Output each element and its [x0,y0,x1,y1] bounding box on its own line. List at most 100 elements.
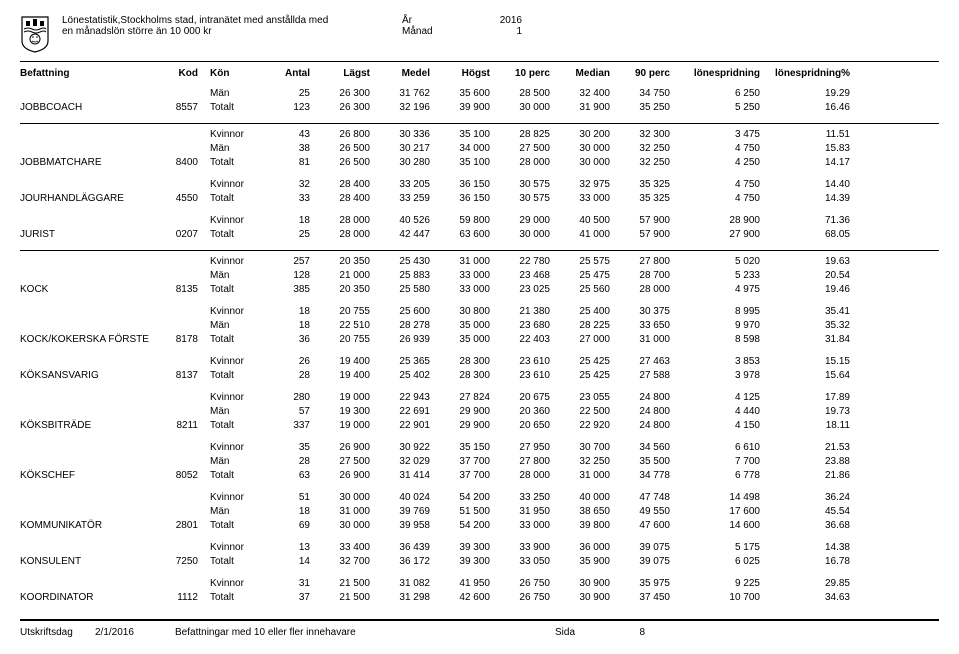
cell-befattning [20,128,165,142]
cell-10perc: 26 750 [490,577,550,591]
cell-lagst: 21 000 [310,269,370,283]
cell-hogst: 35 000 [430,333,490,347]
cell-spridning: 6 778 [670,469,760,483]
cell-hogst: 41 950 [430,577,490,591]
cell-spridningp: 71.36 [760,214,850,228]
cell-median: 30 900 [550,577,610,591]
header-divider [20,61,939,62]
table-row: Kvinnor5130 00040 02454 20033 25040 0004… [20,491,939,505]
job-block: Kvinnor3526 90030 92235 15027 95030 7003… [20,441,939,483]
cell-lagst: 26 300 [310,101,370,115]
cell-medel: 26 939 [370,333,430,347]
cell-90perc: 34 778 [610,469,670,483]
cell-spridningp: 68.05 [760,228,850,242]
cell-medel: 22 901 [370,419,430,433]
cell-90perc: 30 375 [610,305,670,319]
cell-90perc: 47 748 [610,491,670,505]
table-row: Män1831 00039 76951 50031 95038 65049 55… [20,505,939,519]
cell-kod [165,128,210,142]
cell-10perc: 23 610 [490,369,550,383]
cell-lagst: 21 500 [310,577,370,591]
cell-spridning: 6 250 [670,87,760,101]
cell-hogst: 31 000 [430,255,490,269]
table-row: JOURHANDLÄGGARE4550Totalt3328 40033 2593… [20,192,939,206]
header-title-1: Lönestatistik,Stockholms stad, intranäte… [62,15,402,26]
month-value: 1 [472,26,522,37]
cell-lagst: 27 500 [310,455,370,469]
cell-hogst: 51 500 [430,505,490,519]
col-antal: Antal [260,68,310,79]
table-row: Män2526 30031 76235 60028 50032 40034 75… [20,87,939,101]
job-block: Kvinnor4326 80030 33635 10028 82530 2003… [20,123,939,170]
cell-kon: Män [210,87,260,101]
cell-befattning [20,505,165,519]
cell-90perc: 28 700 [610,269,670,283]
header-title-2: en månadslön större än 10 000 kr [62,26,402,37]
cell-10perc: 22 780 [490,255,550,269]
cell-10perc: 30 575 [490,178,550,192]
cell-kon: Totalt [210,519,260,533]
cell-antal: 31 [260,577,310,591]
cell-90perc: 32 300 [610,128,670,142]
cell-90perc: 24 800 [610,405,670,419]
cell-antal: 35 [260,441,310,455]
cell-spridning: 17 600 [670,505,760,519]
col-medel: Medel [370,68,430,79]
cell-90perc: 37 450 [610,591,670,605]
cell-hogst: 37 700 [430,469,490,483]
cell-spridningp: 35.32 [760,319,850,333]
cell-10perc: 23 468 [490,269,550,283]
cell-90perc: 27 800 [610,255,670,269]
year-label: År [402,15,472,26]
table-row: Kvinnor28019 00022 94327 82420 67523 055… [20,391,939,405]
cell-median: 39 800 [550,519,610,533]
cell-spridning: 6 610 [670,441,760,455]
cell-medel: 31 082 [370,577,430,591]
cell-spridningp: 21.86 [760,469,850,483]
cell-kon: Kvinnor [210,541,260,555]
cell-spridning: 4 125 [670,391,760,405]
cell-10perc: 20 675 [490,391,550,405]
cell-kod [165,455,210,469]
cell-spridningp: 15.83 [760,142,850,156]
cell-lagst: 19 000 [310,391,370,405]
cell-antal: 123 [260,101,310,115]
cell-medel: 28 278 [370,319,430,333]
cell-kon: Kvinnor [210,128,260,142]
column-headers: Befattning Kod Kön Antal Lägst Medel Hög… [20,68,939,79]
cell-spridning: 5 175 [670,541,760,555]
cell-10perc: 23 025 [490,283,550,297]
cell-lagst: 19 400 [310,355,370,369]
cell-90perc: 24 800 [610,419,670,433]
cell-spridningp: 31.84 [760,333,850,347]
cell-hogst: 33 000 [430,283,490,297]
cell-kon: Totalt [210,555,260,569]
cell-lagst: 28 000 [310,228,370,242]
cell-lagst: 26 300 [310,87,370,101]
job-block: Kvinnor1333 40036 43939 30033 90036 0003… [20,541,939,569]
cell-lagst: 19 400 [310,369,370,383]
cell-spridningp: 36.68 [760,519,850,533]
cell-90perc: 35 500 [610,455,670,469]
cell-10perc: 33 050 [490,555,550,569]
cell-kon: Totalt [210,192,260,206]
cell-spridning: 7 700 [670,455,760,469]
cell-median: 28 225 [550,319,610,333]
cell-medel: 31 762 [370,87,430,101]
table-row: KÖKSCHEF8052Totalt6326 90031 41437 70028… [20,469,939,483]
table-row: KOORDINATOR1112Totalt3721 50031 29842 60… [20,591,939,605]
cell-befattning [20,255,165,269]
cell-kod: 8052 [165,469,210,483]
cell-lagst: 26 900 [310,469,370,483]
job-block: Kvinnor1828 00040 52659 80029 00040 5005… [20,214,939,242]
cell-spridningp: 14.39 [760,192,850,206]
cell-kon: Män [210,455,260,469]
cell-befattning: KOCK/KOKERSKA FÖRSTE [20,333,165,347]
cell-median: 25 475 [550,269,610,283]
cell-kon: Totalt [210,101,260,115]
cell-hogst: 39 900 [430,101,490,115]
cell-90perc: 32 250 [610,142,670,156]
cell-90perc: 27 588 [610,369,670,383]
print-label: Utskriftsdag [20,627,95,638]
cell-spridningp: 19.73 [760,405,850,419]
